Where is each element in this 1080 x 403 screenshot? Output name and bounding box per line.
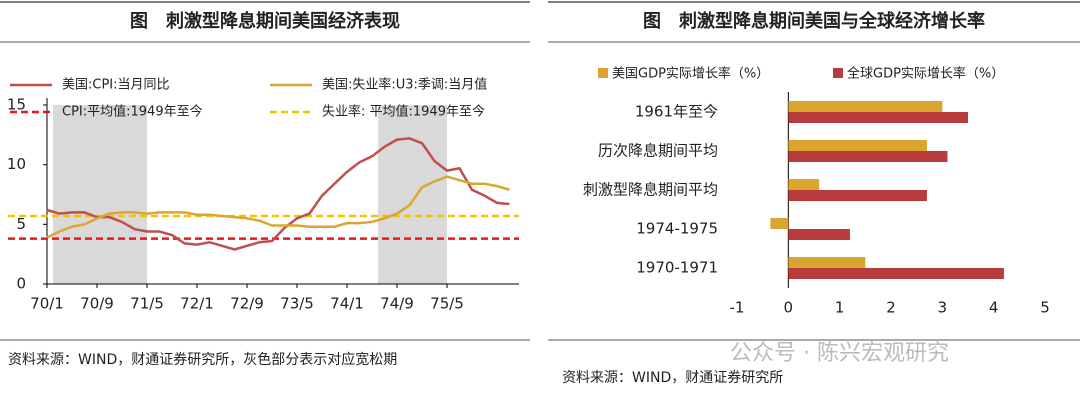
legend-label: 失业率: 平均值:1949年至今 bbox=[322, 104, 485, 120]
x-tick-label: 75/5 bbox=[430, 295, 464, 313]
y-tick-label: 历次降息期间平均 bbox=[598, 142, 718, 160]
x-tick-label: 74/1 bbox=[330, 295, 364, 313]
data-line bbox=[46, 175, 510, 239]
y-tick-label: 0 bbox=[16, 275, 26, 293]
y-tick-label: 10 bbox=[7, 155, 26, 173]
bar bbox=[788, 112, 968, 123]
bar bbox=[788, 268, 1004, 279]
x-tick-label: 70/1 bbox=[30, 295, 64, 313]
legend-swatch bbox=[598, 68, 608, 78]
x-tick-label: 70/9 bbox=[80, 295, 114, 313]
bar bbox=[788, 257, 866, 268]
x-tick-label: 2 bbox=[886, 299, 896, 317]
x-tick-label: 71/5 bbox=[130, 295, 164, 313]
legend-swatch bbox=[833, 68, 843, 78]
x-tick-label: 4 bbox=[989, 299, 999, 317]
legend-label: 美国GDP实际增长率（%） bbox=[612, 66, 769, 82]
data-line bbox=[46, 137, 510, 251]
bar bbox=[788, 229, 850, 240]
x-tick-label: 72/1 bbox=[180, 295, 214, 313]
chart-title: 图 刺激型降息期间美国经济表现 bbox=[130, 10, 400, 32]
y-tick-label: 1970-1971 bbox=[636, 259, 718, 277]
y-tick-label: 5 bbox=[16, 215, 26, 233]
x-tick-label: 73/5 bbox=[280, 295, 314, 313]
shaded-period bbox=[53, 105, 147, 284]
y-tick-label: 15 bbox=[7, 96, 26, 114]
bar bbox=[788, 151, 948, 162]
y-tick-label: 1961年至今 bbox=[635, 103, 718, 121]
watermark: 公众号 · 陈兴宏观研究 bbox=[730, 341, 949, 366]
legend-label: 美国:CPI:当月同比 bbox=[62, 78, 170, 93]
x-tick-label: 3 bbox=[938, 299, 948, 317]
source-note: 资料来源：WIND，财通证券研究所 bbox=[562, 370, 783, 386]
shaded-period bbox=[378, 105, 447, 284]
x-tick-label: 5 bbox=[1040, 299, 1050, 317]
x-tick-label: 0 bbox=[784, 299, 794, 317]
y-tick-label: 1974-1975 bbox=[636, 220, 718, 238]
bar bbox=[788, 140, 927, 151]
bar bbox=[770, 218, 789, 229]
x-tick-label: -1 bbox=[730, 299, 745, 317]
x-tick-label: 1 bbox=[835, 299, 845, 317]
legend-label: 全球GDP实际增长率（%） bbox=[847, 66, 1004, 82]
x-tick-label: 72/9 bbox=[230, 295, 264, 313]
legend-label: CPI:平均值:1949年至今 bbox=[62, 104, 203, 120]
legend-label: 美国:失业率:U3:季调:当月值 bbox=[322, 77, 487, 93]
y-tick-label: 刺激型降息期间平均 bbox=[583, 181, 718, 199]
source-note: 资料来源：WIND，财通证券研究所，灰色部分表示对应宽松期 bbox=[8, 351, 397, 368]
x-tick-label: 74/9 bbox=[380, 295, 414, 313]
chart-title: 图 刺激型降息期间美国与全球经济增长率 bbox=[643, 10, 985, 32]
bar bbox=[788, 179, 820, 190]
bar bbox=[788, 190, 927, 201]
bar bbox=[788, 101, 943, 112]
